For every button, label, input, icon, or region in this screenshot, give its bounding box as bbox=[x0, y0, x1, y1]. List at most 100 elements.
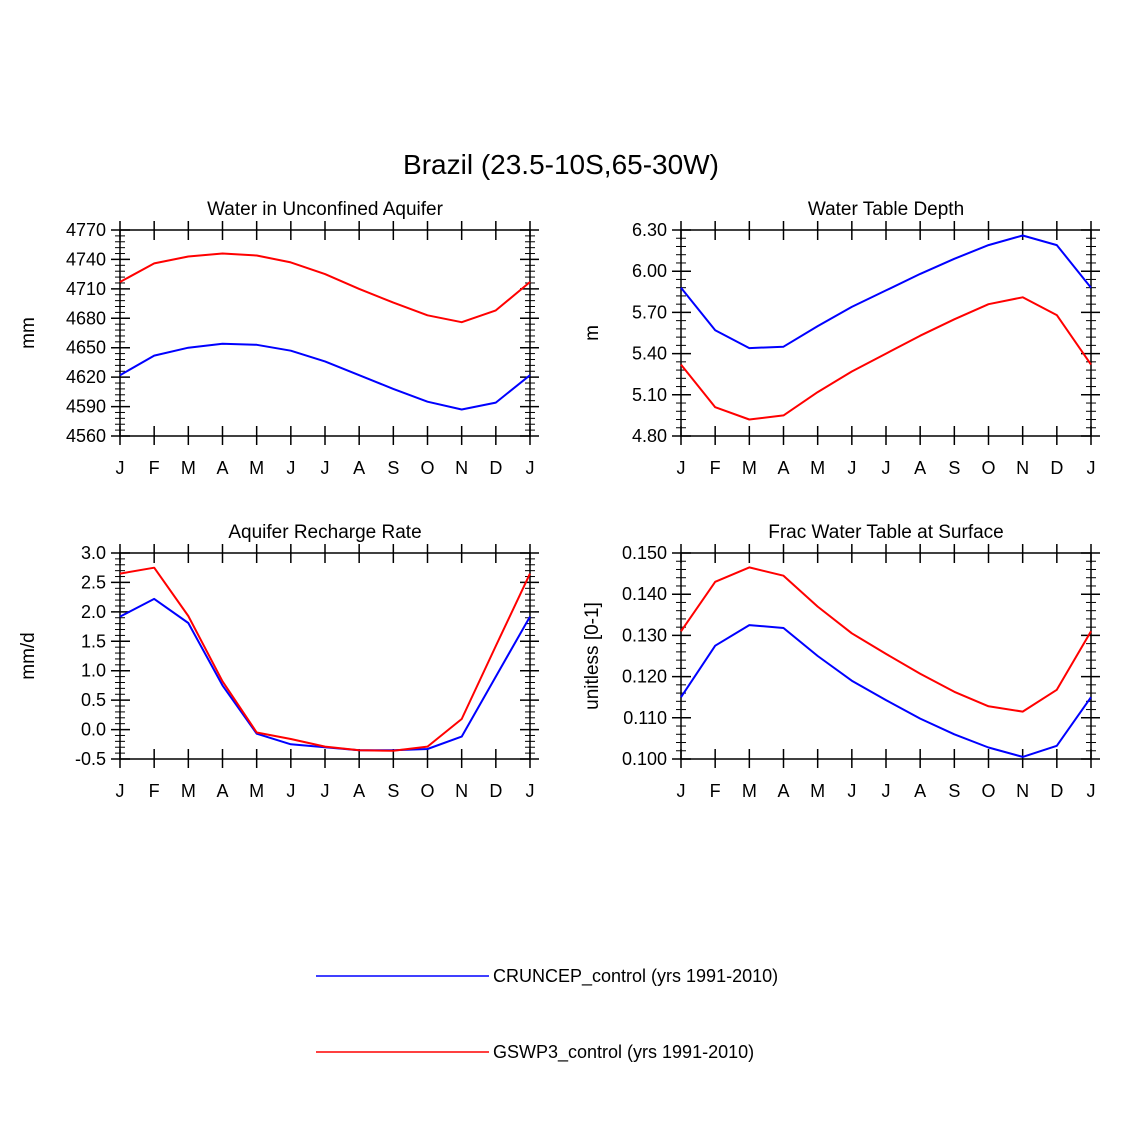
y-tick-label: 5.40 bbox=[632, 344, 667, 364]
x-tick-label: J bbox=[847, 458, 856, 478]
x-tick-label: D bbox=[489, 458, 502, 478]
x-tick-label: J bbox=[882, 458, 891, 478]
figure-title: Brazil (23.5-10S,65-30W) bbox=[403, 149, 719, 180]
x-tick-label: M bbox=[810, 781, 825, 801]
series-line-GSWP3_control bbox=[119, 566, 531, 752]
y-tick-label: 1.5 bbox=[81, 631, 106, 651]
series-line-GSWP3_control bbox=[680, 566, 1092, 713]
series-line-CRUNCEP_control bbox=[680, 234, 1092, 350]
panel-title: Water in Unconfined Aquifer bbox=[207, 199, 444, 220]
legend-label: CRUNCEP_control (yrs 1991-2010) bbox=[493, 966, 778, 987]
y-tick-label: 0.110 bbox=[623, 708, 667, 728]
x-tick-label: N bbox=[455, 781, 468, 801]
x-tick-label: J bbox=[116, 781, 125, 801]
x-tick-label: O bbox=[420, 458, 434, 478]
x-tick-label: M bbox=[742, 458, 757, 478]
x-tick-label: J bbox=[677, 458, 686, 478]
y-tick-label: 0.120 bbox=[622, 667, 667, 687]
y-tick-label: 4560 bbox=[66, 426, 106, 446]
y-tick-label: 4.80 bbox=[632, 426, 667, 446]
series-line-CRUNCEP_control bbox=[119, 342, 531, 411]
x-tick-label: J bbox=[321, 781, 330, 801]
x-tick-label: J bbox=[286, 458, 295, 478]
x-tick-label: J bbox=[1087, 458, 1096, 478]
x-tick-label: A bbox=[777, 781, 789, 801]
x-tick-label: J bbox=[526, 781, 535, 801]
y-tick-label: 4680 bbox=[66, 308, 106, 328]
x-tick-label: D bbox=[1050, 458, 1063, 478]
x-tick-label: A bbox=[777, 458, 789, 478]
x-tick-label: N bbox=[1016, 458, 1029, 478]
y-tick-label: 1.0 bbox=[81, 661, 106, 681]
x-tick-label: M bbox=[181, 781, 196, 801]
x-tick-label: S bbox=[387, 781, 399, 801]
y-axis-label: mm/d bbox=[18, 632, 39, 680]
panel-title: Water Table Depth bbox=[808, 199, 964, 220]
y-tick-label: 0.150 bbox=[622, 543, 667, 563]
x-tick-label: M bbox=[742, 781, 757, 801]
x-tick-label: J bbox=[321, 458, 330, 478]
y-tick-label: 0.5 bbox=[81, 690, 106, 710]
panel-title: Aquifer Recharge Rate bbox=[228, 522, 421, 543]
y-tick-label: 2.5 bbox=[81, 572, 106, 592]
y-tick-label: 0.0 bbox=[81, 720, 106, 740]
x-tick-label: A bbox=[216, 781, 228, 801]
x-tick-label: J bbox=[847, 781, 856, 801]
x-tick-label: A bbox=[353, 781, 365, 801]
x-tick-label: S bbox=[948, 458, 960, 478]
y-tick-label: 0.100 bbox=[622, 749, 667, 769]
series-line-GSWP3_control bbox=[680, 296, 1092, 421]
y-tick-label: 4650 bbox=[66, 338, 106, 358]
x-tick-label: A bbox=[914, 458, 926, 478]
series-line-CRUNCEP_control bbox=[680, 624, 1092, 758]
y-axis-label: m bbox=[582, 325, 603, 341]
legend-entry: CRUNCEP_control (yrs 1991-2010) bbox=[316, 966, 778, 987]
x-tick-label: M bbox=[181, 458, 196, 478]
y-tick-label: -0.5 bbox=[75, 749, 106, 769]
y-tick-label: 2.0 bbox=[81, 602, 106, 622]
legend: CRUNCEP_control (yrs 1991-2010) GSWP3_con… bbox=[316, 966, 778, 1063]
x-tick-label: F bbox=[149, 458, 160, 478]
y-axis-label: unitless [0-1] bbox=[582, 602, 603, 710]
y-tick-label: 0.130 bbox=[622, 625, 667, 645]
x-tick-label: M bbox=[249, 458, 264, 478]
x-tick-label: N bbox=[455, 458, 468, 478]
y-tick-label: 4590 bbox=[66, 397, 106, 417]
y-tick-label: 6.00 bbox=[632, 261, 667, 281]
x-tick-label: F bbox=[710, 781, 721, 801]
x-tick-label: J bbox=[526, 458, 535, 478]
x-tick-label: A bbox=[216, 458, 228, 478]
x-tick-label: M bbox=[249, 781, 264, 801]
x-tick-label: J bbox=[882, 781, 891, 801]
x-tick-label: O bbox=[981, 781, 995, 801]
x-tick-label: F bbox=[149, 781, 160, 801]
x-tick-label: F bbox=[710, 458, 721, 478]
y-tick-label: 4740 bbox=[66, 249, 106, 269]
x-tick-label: S bbox=[948, 781, 960, 801]
x-tick-label: J bbox=[677, 781, 686, 801]
y-tick-label: 6.30 bbox=[632, 220, 667, 240]
y-tick-label: 0.140 bbox=[622, 584, 667, 604]
x-tick-label: D bbox=[1050, 781, 1063, 801]
y-tick-label: 3.0 bbox=[81, 543, 106, 563]
x-tick-label: J bbox=[116, 458, 125, 478]
x-tick-label: S bbox=[387, 458, 399, 478]
y-tick-label: 5.70 bbox=[632, 302, 667, 322]
x-tick-label: O bbox=[420, 781, 434, 801]
x-tick-label: M bbox=[810, 458, 825, 478]
legend-label: GSWP3_control (yrs 1991-2010) bbox=[493, 1042, 754, 1063]
y-tick-label: 4770 bbox=[66, 220, 106, 240]
y-axis-label: mm bbox=[18, 317, 39, 349]
y-tick-label: 4620 bbox=[66, 367, 106, 387]
x-tick-label: J bbox=[286, 781, 295, 801]
x-tick-label: A bbox=[914, 781, 926, 801]
y-tick-label: 4710 bbox=[66, 279, 106, 299]
y-tick-label: 5.10 bbox=[632, 385, 667, 405]
